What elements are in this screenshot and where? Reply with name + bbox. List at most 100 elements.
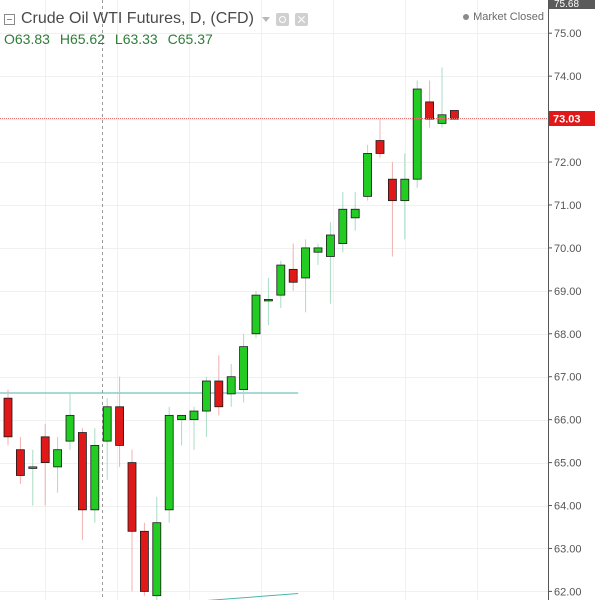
- ohlc-low: L63.33: [115, 31, 158, 47]
- candle[interactable]: [239, 333, 249, 403]
- symbol-title[interactable]: Crude Oil WTI Futures, D, (CFD): [21, 10, 254, 27]
- candle[interactable]: [313, 243, 323, 266]
- ohlc-high: H65.62: [60, 31, 105, 47]
- candle[interactable]: [40, 423, 50, 506]
- candle-body: [78, 432, 87, 511]
- candle-body: [3, 397, 13, 438]
- candle[interactable]: [177, 414, 187, 446]
- candle[interactable]: [276, 260, 286, 309]
- axis-tick-label: 62.00: [554, 586, 582, 598]
- candle[interactable]: [400, 153, 410, 240]
- axis-tick-label: 68.00: [554, 329, 582, 341]
- candle[interactable]: [152, 496, 162, 600]
- open-label: O: [4, 31, 15, 47]
- candle[interactable]: [301, 239, 311, 313]
- candle-body: [375, 140, 385, 154]
- candle[interactable]: [350, 192, 360, 231]
- candle[interactable]: [425, 80, 435, 128]
- symbol-settings-button[interactable]: [275, 12, 289, 26]
- candle[interactable]: [102, 398, 112, 480]
- price-axis[interactable]: 62.00 63.00 64.00 65.00 66.00 67.00 68.00 69.00…: [548, 0, 595, 600]
- candle[interactable]: [115, 376, 124, 467]
- candle[interactable]: [338, 192, 348, 253]
- candle[interactable]: [65, 393, 75, 450]
- axis-tick-label: 71.00: [554, 200, 582, 212]
- candle[interactable]: [437, 67, 447, 128]
- trendline-2[interactable]: [157, 593, 299, 600]
- axis-tick-label: 74.00: [554, 71, 582, 83]
- axis-tick-label: 75.00: [554, 28, 582, 40]
- axis-tick-label: 69.00: [554, 286, 582, 298]
- candles[interactable]: [3, 67, 459, 600]
- remove-symbol-button[interactable]: [294, 12, 308, 26]
- collapse-legend-icon[interactable]: [4, 13, 15, 25]
- candle-body: [53, 449, 62, 468]
- axis-tick-label: 63.00: [554, 543, 582, 555]
- candle[interactable]: [251, 290, 261, 339]
- candle-body: [449, 110, 459, 120]
- candle-body: [263, 299, 273, 302]
- candle[interactable]: [3, 389, 13, 446]
- candle[interactable]: [28, 449, 38, 506]
- candle-body: [40, 436, 50, 463]
- candle[interactable]: [78, 428, 87, 540]
- high-value: 65.62: [69, 31, 105, 47]
- candle[interactable]: [15, 436, 25, 485]
- candle[interactable]: [127, 449, 137, 592]
- candle-body: [437, 114, 447, 124]
- axis-top-label-bg: [549, 0, 595, 9]
- close-label: C: [167, 31, 178, 47]
- axis-tick-label: 70.00: [554, 243, 582, 255]
- candle[interactable]: [214, 355, 224, 416]
- chevron-down-icon[interactable]: [261, 16, 270, 22]
- ohlc-values: O63.83 H65.62 L63.33 C65.37: [4, 31, 219, 47]
- candle-body: [387, 178, 397, 202]
- market-status-text: Market Closed: [473, 11, 544, 23]
- ohlc-open: O63.83: [4, 31, 50, 47]
- candle[interactable]: [325, 222, 335, 304]
- candle[interactable]: [139, 522, 149, 596]
- candle-body: [139, 530, 149, 592]
- candle[interactable]: [226, 363, 236, 407]
- axis-tick-label: 64.00: [554, 501, 582, 513]
- price-tag-bg: [549, 111, 595, 126]
- candle-body: [412, 88, 422, 180]
- candle-body: [189, 410, 199, 421]
- candle-body: [102, 406, 112, 442]
- candle[interactable]: [363, 144, 373, 201]
- trendlines[interactable]: [0, 392, 299, 600]
- candle[interactable]: [53, 436, 62, 493]
- low-value: 63.33: [122, 31, 158, 47]
- candle[interactable]: [263, 277, 273, 326]
- candle-body: [251, 294, 261, 335]
- axis-tick-label: 67.00: [554, 372, 582, 384]
- candle[interactable]: [201, 376, 211, 437]
- candle-body: [152, 522, 162, 597]
- open-value: 63.83: [14, 31, 50, 47]
- status-dot-icon: [463, 14, 470, 20]
- candle[interactable]: [412, 80, 422, 188]
- candle[interactable]: [387, 162, 397, 257]
- axis-tick-label: 72.00: [554, 157, 582, 169]
- candle-body: [301, 247, 311, 279]
- candle[interactable]: [375, 119, 385, 158]
- candle[interactable]: [90, 428, 100, 523]
- candle-body: [226, 376, 236, 395]
- candle-body: [313, 247, 323, 253]
- candle[interactable]: [288, 243, 298, 291]
- candle-body: [239, 346, 249, 390]
- candle-body: [325, 234, 335, 257]
- current-price-label: 73.03: [553, 114, 581, 126]
- candle-body: [201, 380, 211, 412]
- candle[interactable]: [164, 406, 174, 523]
- chart-legend: Crude Oil WTI Futures, D, (CFD): [4, 8, 308, 30]
- axis-top-label: 75.68: [554, 0, 579, 10]
- candle-body: [288, 268, 298, 283]
- candle-body: [214, 380, 224, 408]
- grid: [0, 0, 548, 600]
- candle[interactable]: [449, 110, 459, 120]
- candle[interactable]: [189, 406, 199, 450]
- candle-body: [177, 414, 187, 421]
- high-label: H: [59, 31, 70, 47]
